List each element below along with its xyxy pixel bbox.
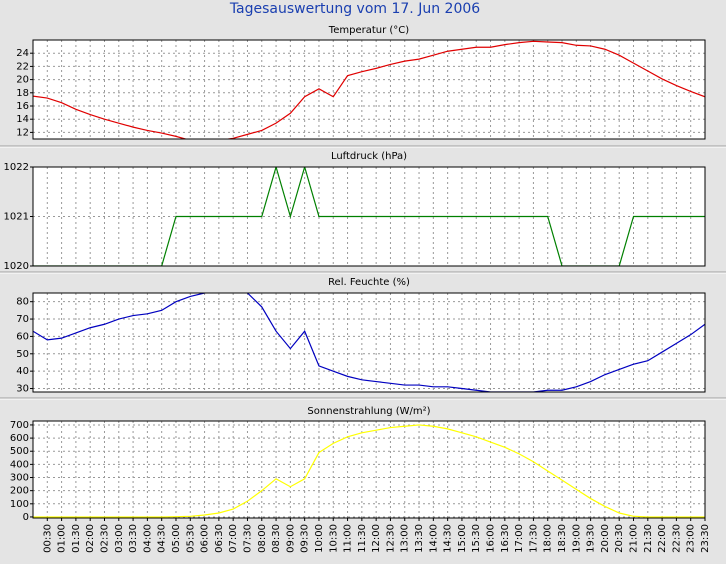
- x-tick-label: 15:30: [471, 524, 482, 553]
- x-tick-label: 21:30: [643, 524, 654, 553]
- x-tick-label: 18:30: [557, 524, 568, 553]
- x-tick-label: 02:30: [99, 524, 110, 553]
- y-tick-label: 300: [10, 473, 29, 484]
- panel-title: Rel. Feuchte (%): [328, 277, 410, 288]
- x-tick-label: 04:30: [157, 524, 168, 553]
- x-tick-label: 07:30: [242, 524, 253, 553]
- x-tick-label: 08:00: [257, 524, 268, 553]
- x-tick-label: 03:00: [114, 524, 125, 553]
- plot-area: [33, 421, 705, 518]
- x-tick-label: 10:30: [328, 524, 339, 553]
- x-tick-label: 13:00: [400, 524, 411, 553]
- x-tick-label: 23:00: [686, 524, 697, 553]
- y-tick-label: 24: [16, 48, 29, 59]
- x-tick-label: 08:30: [271, 524, 282, 553]
- y-tick-label: 14: [16, 114, 29, 125]
- x-tick-label: 16:00: [486, 524, 497, 553]
- x-tick-label: 14:00: [428, 524, 439, 553]
- x-tick-label: 01:00: [57, 524, 68, 553]
- y-tick-label: 30: [16, 384, 29, 395]
- x-tick-label: 17:00: [514, 524, 525, 553]
- y-tick-label: 70: [16, 314, 29, 325]
- x-tick-label: 06:00: [200, 524, 211, 553]
- plot-border: [32, 292, 706, 393]
- y-tick-label: 1021: [4, 212, 29, 223]
- x-tick-label: 12:00: [371, 524, 382, 553]
- x-tick-label: 21:00: [629, 524, 640, 553]
- x-tick-label: 10:00: [314, 524, 325, 553]
- y-tick-label: 18: [16, 88, 29, 99]
- x-tick-label: 03:30: [128, 524, 139, 553]
- data-line: [33, 424, 705, 518]
- y-tick-label: 100: [10, 499, 29, 510]
- x-tick-label: 09:30: [300, 524, 311, 553]
- x-tick-label: 16:30: [500, 524, 511, 553]
- plot-area: [33, 293, 705, 392]
- x-tick-label: 05:00: [171, 524, 182, 553]
- x-tick-label: 23:30: [700, 524, 711, 553]
- x-tick-label: 06:30: [214, 524, 225, 553]
- x-tick-label: 19:30: [586, 524, 597, 553]
- x-tick-label: 11:00: [343, 524, 354, 553]
- plot-border: [32, 420, 706, 519]
- y-tick-label: 16: [16, 101, 29, 112]
- y-tick-label: 0: [23, 512, 29, 523]
- y-tick-label: 400: [10, 459, 29, 470]
- y-tick-label: 12: [16, 127, 29, 138]
- x-tick-label: 15:00: [457, 524, 468, 553]
- x-tick-label: 02:00: [85, 524, 96, 553]
- x-tick-label: 00:30: [42, 524, 53, 553]
- x-tick-label: 17:30: [528, 524, 539, 553]
- y-tick-label: 500: [10, 446, 29, 457]
- panel-title: Sonnenstrahlung (W/m²): [307, 406, 430, 417]
- panel-title: Luftdruck (hPa): [331, 151, 407, 162]
- panel-title: Temperatur (°C): [328, 25, 409, 36]
- y-tick-label: 50: [16, 349, 29, 360]
- plot-border: [32, 39, 706, 140]
- data-line: [33, 167, 705, 266]
- x-tick-label: 01:30: [71, 524, 82, 553]
- data-line: [33, 293, 705, 392]
- y-tick-label: 40: [16, 366, 29, 377]
- x-tick-label: 04:00: [142, 524, 153, 553]
- x-tick-label: 19:00: [571, 524, 582, 553]
- y-tick-label: 60: [16, 331, 29, 342]
- x-tick-label: 22:30: [671, 524, 682, 553]
- x-tick-label: 05:30: [185, 524, 196, 553]
- x-tick-label: 20:30: [614, 524, 625, 553]
- plot-area: [33, 40, 705, 139]
- y-tick-label: 600: [10, 433, 29, 444]
- x-tick-label: 11:30: [357, 524, 368, 553]
- x-tick-label: 18:00: [543, 524, 554, 553]
- y-tick-label: 20: [16, 75, 29, 86]
- plot-border: [32, 166, 706, 267]
- y-tick-label: 1022: [4, 162, 29, 173]
- x-tick-label: 09:00: [285, 524, 296, 553]
- x-tick-label: 13:30: [414, 524, 425, 553]
- y-tick-label: 200: [10, 486, 29, 497]
- main-title: Tagesauswertung vom 17. Jun 2006: [229, 1, 480, 17]
- y-tick-label: 1020: [4, 261, 29, 272]
- y-tick-label: 700: [10, 420, 29, 431]
- data-line: [33, 40, 705, 139]
- x-tick-label: 22:00: [657, 524, 668, 553]
- y-tick-label: 80: [16, 297, 29, 308]
- x-tick-label: 14:30: [443, 524, 454, 553]
- y-tick-label: 22: [16, 61, 29, 72]
- x-tick-label: 12:30: [385, 524, 396, 553]
- x-tick-label: 07:00: [228, 524, 239, 553]
- x-tick-label: 20:00: [600, 524, 611, 553]
